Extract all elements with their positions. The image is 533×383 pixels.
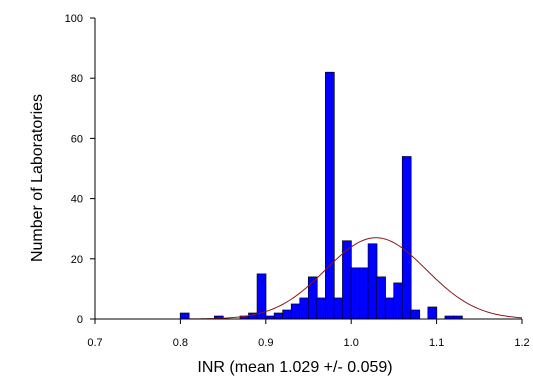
- y-tick-label-0: 0: [77, 314, 83, 326]
- x-tick-label-5: 1.2: [514, 337, 529, 349]
- bar-10: [307, 276, 318, 320]
- bar-9: [299, 297, 310, 320]
- x-tick-label-0: 0.7: [87, 337, 102, 349]
- y-tick-label-4: 80: [71, 73, 83, 85]
- bar-11: [316, 297, 327, 320]
- y-tick-label-2: 40: [71, 194, 83, 206]
- y-tick-label-3: 60: [71, 133, 83, 145]
- bar-19: [384, 297, 395, 320]
- bar-18: [376, 276, 386, 320]
- y-tick-label-5: 100: [65, 13, 83, 25]
- bar-8: [290, 303, 301, 320]
- x-tick-label-1: 0.8: [173, 337, 188, 349]
- bar-23: [427, 306, 438, 320]
- y-axis-title: Number of Laboratories: [29, 94, 46, 262]
- x-tick-label-2: 0.9: [258, 337, 273, 349]
- bar-15: [350, 267, 361, 320]
- bar-13: [333, 297, 344, 320]
- x-ticks: 0.7 0.8 0.9 1.0 1.1 1.2: [87, 319, 530, 349]
- axes: [94, 18, 522, 320]
- x-tick-label-4: 1.1: [429, 337, 444, 349]
- bar-0: [179, 312, 190, 320]
- bar-20: [393, 282, 403, 320]
- y-tick-label-1: 20: [71, 254, 83, 266]
- x-axis-title: INR (mean 1.029 +/- 0.059): [197, 359, 392, 376]
- bar-6: [273, 312, 284, 320]
- histogram-bars: [179, 71, 463, 320]
- bar-17: [367, 243, 378, 320]
- x-tick-label-3: 1.0: [344, 337, 359, 349]
- bar-12: [325, 71, 335, 320]
- bar-22: [410, 309, 421, 320]
- bar-7: [282, 309, 292, 320]
- y-ticks: 0 20 40 60 80 100: [65, 13, 95, 326]
- bar-16: [359, 267, 369, 320]
- bar-21: [401, 156, 412, 320]
